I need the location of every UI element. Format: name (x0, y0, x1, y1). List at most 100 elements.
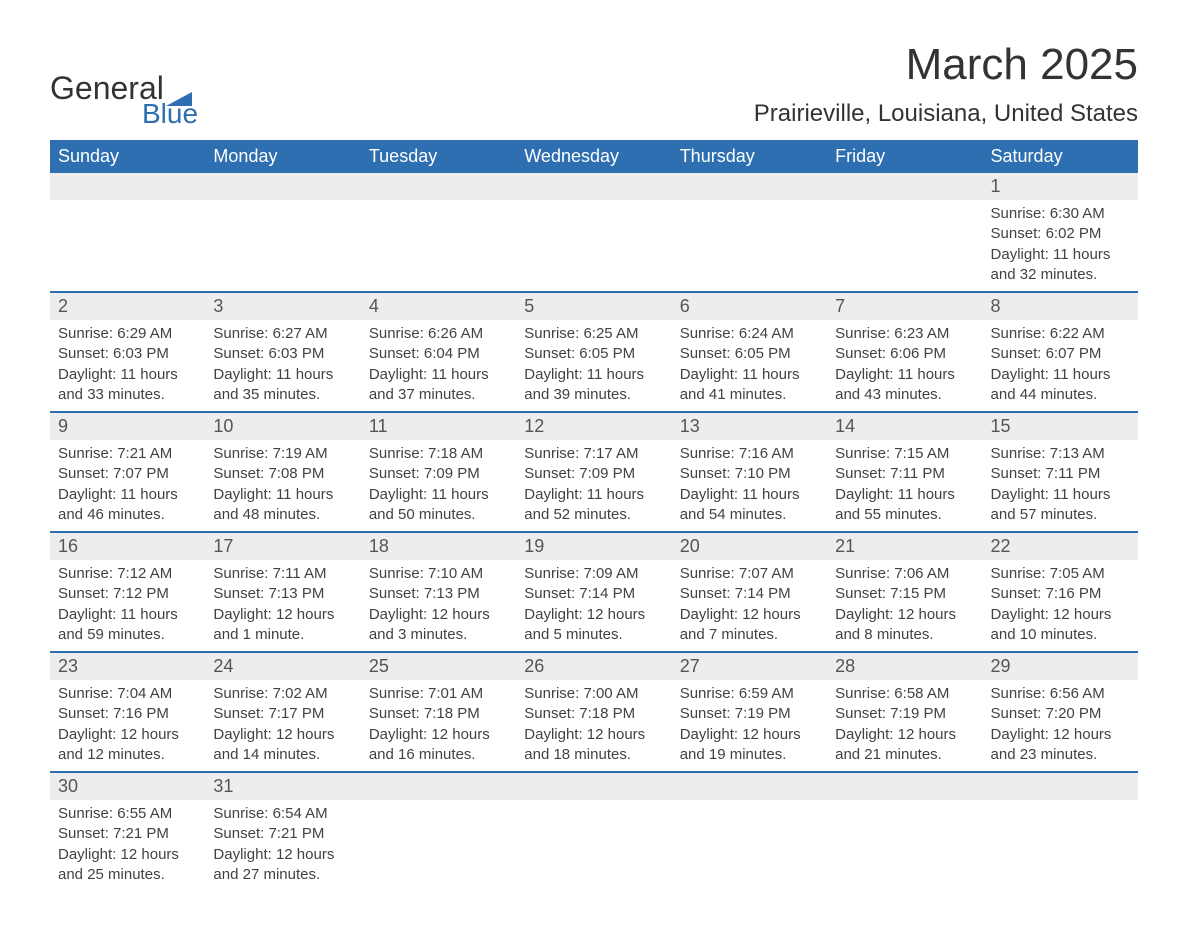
sunrise-text: Sunrise: 7:01 AM (369, 684, 508, 704)
month-title: March 2025 (754, 40, 1138, 90)
day-number-empty (205, 173, 360, 200)
day-number: 8 (983, 293, 1138, 320)
daylight-line1: Daylight: 12 hours (369, 725, 508, 745)
sunset-text: Sunset: 7:14 PM (680, 584, 819, 604)
daylight-line2: and 1 minute. (213, 625, 352, 645)
daylight-line2: and 10 minutes. (991, 625, 1130, 645)
day-details: Sunrise: 7:16 AMSunset: 7:10 PMDaylight:… (672, 440, 827, 531)
day-number: 28 (827, 653, 982, 680)
logo-text-bottom: Blue (142, 100, 198, 128)
daylight-line2: and 57 minutes. (991, 505, 1130, 525)
daylight-line1: Daylight: 12 hours (524, 725, 663, 745)
sunset-text: Sunset: 7:11 PM (991, 464, 1130, 484)
day-number: 14 (827, 413, 982, 440)
day-details: Sunrise: 6:55 AMSunset: 7:21 PMDaylight:… (50, 800, 205, 891)
day-number: 23 (50, 653, 205, 680)
sunrise-text: Sunrise: 6:26 AM (369, 324, 508, 344)
sunrise-text: Sunrise: 6:24 AM (680, 324, 819, 344)
day-details: Sunrise: 7:06 AMSunset: 7:15 PMDaylight:… (827, 560, 982, 651)
sunrise-text: Sunrise: 7:12 AM (58, 564, 197, 584)
day-details: Sunrise: 6:29 AMSunset: 6:03 PMDaylight:… (50, 320, 205, 411)
day-header: Friday (827, 140, 982, 173)
day-number: 29 (983, 653, 1138, 680)
sunset-text: Sunset: 7:14 PM (524, 584, 663, 604)
daylight-line2: and 18 minutes. (524, 745, 663, 765)
sunset-text: Sunset: 7:16 PM (991, 584, 1130, 604)
sunrise-text: Sunrise: 7:07 AM (680, 564, 819, 584)
sunrise-text: Sunrise: 6:58 AM (835, 684, 974, 704)
daylight-line1: Daylight: 12 hours (991, 725, 1130, 745)
sunrise-text: Sunrise: 6:25 AM (524, 324, 663, 344)
day-details: Sunrise: 7:05 AMSunset: 7:16 PMDaylight:… (983, 560, 1138, 651)
calendar-header-row: SundayMondayTuesdayWednesdayThursdayFrid… (50, 140, 1138, 173)
sunset-text: Sunset: 7:07 PM (58, 464, 197, 484)
day-details: Sunrise: 6:59 AMSunset: 7:19 PMDaylight:… (672, 680, 827, 771)
daylight-line2: and 39 minutes. (524, 385, 663, 405)
day-number: 5 (516, 293, 671, 320)
sunset-text: Sunset: 7:12 PM (58, 584, 197, 604)
sunrise-text: Sunrise: 7:04 AM (58, 684, 197, 704)
daylight-line1: Daylight: 11 hours (58, 365, 197, 385)
calendar-week: 9Sunrise: 7:21 AMSunset: 7:07 PMDaylight… (50, 412, 1138, 532)
daylight-line1: Daylight: 11 hours (991, 485, 1130, 505)
calendar-cell (361, 772, 516, 891)
day-details: Sunrise: 7:10 AMSunset: 7:13 PMDaylight:… (361, 560, 516, 651)
calendar-cell: 17Sunrise: 7:11 AMSunset: 7:13 PMDayligh… (205, 532, 360, 652)
calendar-cell: 28Sunrise: 6:58 AMSunset: 7:19 PMDayligh… (827, 652, 982, 772)
calendar-cell: 8Sunrise: 6:22 AMSunset: 6:07 PMDaylight… (983, 292, 1138, 412)
sunrise-text: Sunrise: 7:00 AM (524, 684, 663, 704)
daylight-line1: Daylight: 11 hours (58, 605, 197, 625)
sunrise-text: Sunrise: 6:59 AM (680, 684, 819, 704)
calendar-cell (50, 173, 205, 292)
daylight-line2: and 3 minutes. (369, 625, 508, 645)
day-number-empty (827, 773, 982, 800)
day-details: Sunrise: 7:21 AMSunset: 7:07 PMDaylight:… (50, 440, 205, 531)
logo: General Blue (50, 72, 198, 128)
calendar-cell: 25Sunrise: 7:01 AMSunset: 7:18 PMDayligh… (361, 652, 516, 772)
day-header: Saturday (983, 140, 1138, 173)
daylight-line2: and 48 minutes. (213, 505, 352, 525)
day-details: Sunrise: 6:26 AMSunset: 6:04 PMDaylight:… (361, 320, 516, 411)
day-number: 1 (983, 173, 1138, 200)
daylight-line1: Daylight: 12 hours (213, 845, 352, 865)
day-header: Sunday (50, 140, 205, 173)
sunset-text: Sunset: 6:06 PM (835, 344, 974, 364)
day-details: Sunrise: 7:02 AMSunset: 7:17 PMDaylight:… (205, 680, 360, 771)
sunset-text: Sunset: 6:05 PM (524, 344, 663, 364)
sunrise-text: Sunrise: 6:30 AM (991, 204, 1130, 224)
calendar-cell: 10Sunrise: 7:19 AMSunset: 7:08 PMDayligh… (205, 412, 360, 532)
day-number: 31 (205, 773, 360, 800)
day-number: 3 (205, 293, 360, 320)
sunset-text: Sunset: 7:21 PM (213, 824, 352, 844)
sunset-text: Sunset: 6:05 PM (680, 344, 819, 364)
day-details: Sunrise: 7:15 AMSunset: 7:11 PMDaylight:… (827, 440, 982, 531)
day-details: Sunrise: 7:17 AMSunset: 7:09 PMDaylight:… (516, 440, 671, 531)
daylight-line1: Daylight: 12 hours (213, 725, 352, 745)
sunset-text: Sunset: 7:18 PM (524, 704, 663, 724)
day-header: Thursday (672, 140, 827, 173)
daylight-line2: and 21 minutes. (835, 745, 974, 765)
day-number-empty (983, 773, 1138, 800)
calendar-cell: 24Sunrise: 7:02 AMSunset: 7:17 PMDayligh… (205, 652, 360, 772)
calendar-cell: 31Sunrise: 6:54 AMSunset: 7:21 PMDayligh… (205, 772, 360, 891)
sunset-text: Sunset: 7:11 PM (835, 464, 974, 484)
calendar-cell: 16Sunrise: 7:12 AMSunset: 7:12 PMDayligh… (50, 532, 205, 652)
sunrise-text: Sunrise: 7:13 AM (991, 444, 1130, 464)
daylight-line1: Daylight: 12 hours (213, 605, 352, 625)
day-details: Sunrise: 6:54 AMSunset: 7:21 PMDaylight:… (205, 800, 360, 891)
calendar-cell (827, 772, 982, 891)
daylight-line1: Daylight: 11 hours (213, 365, 352, 385)
daylight-line2: and 12 minutes. (58, 745, 197, 765)
sunset-text: Sunset: 7:17 PM (213, 704, 352, 724)
day-number: 4 (361, 293, 516, 320)
sunset-text: Sunset: 7:09 PM (369, 464, 508, 484)
daylight-line1: Daylight: 11 hours (835, 485, 974, 505)
sunrise-text: Sunrise: 7:09 AM (524, 564, 663, 584)
daylight-line1: Daylight: 11 hours (58, 485, 197, 505)
daylight-line2: and 32 minutes. (991, 265, 1130, 285)
day-number: 24 (205, 653, 360, 680)
day-details: Sunrise: 6:27 AMSunset: 6:03 PMDaylight:… (205, 320, 360, 411)
daylight-line1: Daylight: 12 hours (835, 605, 974, 625)
calendar-cell: 27Sunrise: 6:59 AMSunset: 7:19 PMDayligh… (672, 652, 827, 772)
day-details: Sunrise: 6:23 AMSunset: 6:06 PMDaylight:… (827, 320, 982, 411)
